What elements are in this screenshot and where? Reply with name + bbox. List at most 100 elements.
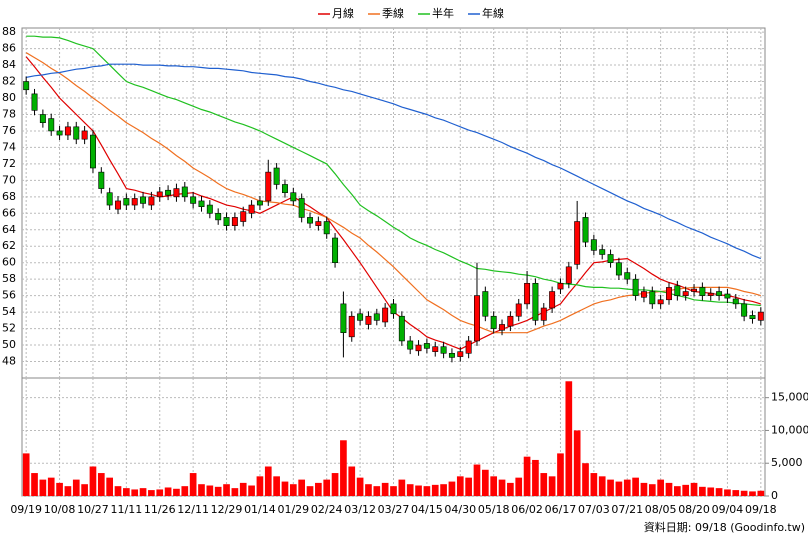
volume-bar [97, 473, 105, 496]
volume-bar [348, 466, 356, 496]
volume-bar [640, 482, 648, 496]
candle-body [490, 315, 497, 329]
volume-bar [648, 484, 656, 496]
volume-bar [523, 456, 531, 496]
x-tick-label: 05/18 [478, 503, 510, 516]
candle-body [574, 221, 581, 265]
moving-average-line [26, 63, 762, 260]
y-tick-label: 54 [2, 305, 16, 318]
volume-bar [156, 489, 164, 496]
volume-bar [39, 479, 47, 496]
volume-bar [465, 477, 472, 496]
volume-bar [31, 473, 38, 496]
volume-bar [273, 476, 280, 496]
candle-body [181, 186, 188, 198]
legend-label: 月線 [332, 6, 354, 20]
candle-body [323, 221, 330, 235]
x-tick-label: 11/11 [111, 503, 143, 516]
volume-bar [139, 488, 147, 496]
candle-body [457, 351, 464, 357]
volume-bar [490, 476, 498, 496]
legend-label: 半年 [432, 6, 454, 20]
x-tick-label: 03/12 [344, 503, 376, 516]
volume-bar [431, 484, 439, 496]
candle-body [599, 249, 606, 255]
volume-bar [56, 482, 63, 496]
x-tick-label: 02/24 [311, 503, 343, 516]
candle-body [115, 200, 121, 210]
x-tick-label: 11/26 [144, 503, 176, 516]
x-tick-label: 10/27 [77, 503, 109, 516]
volume-bar [223, 484, 230, 496]
volume-bar [715, 488, 723, 496]
volume-bar [148, 490, 155, 496]
candle-body [31, 93, 38, 111]
volume-bar [415, 485, 422, 496]
candle-body [298, 198, 305, 218]
volume-bar [356, 477, 364, 496]
candle-body [198, 200, 205, 208]
x-tick-label: 12/11 [177, 503, 209, 516]
candle-body [398, 315, 405, 342]
candle-body [423, 343, 430, 349]
candle-body [106, 192, 113, 206]
candle-body [440, 346, 447, 354]
candle-body [757, 311, 764, 321]
candle-body [173, 188, 180, 198]
x-tick-label: 12/29 [211, 503, 243, 516]
volume-bar [106, 477, 113, 496]
volume-tick-label: 15,000 [771, 391, 808, 404]
candle-body [749, 315, 756, 320]
volume-bar [398, 479, 406, 496]
volume-bar [323, 479, 331, 496]
candle-body [448, 352, 455, 358]
volume-bar [173, 488, 180, 496]
volume-bar [423, 486, 431, 496]
volume-bar [406, 484, 414, 496]
candle-body [691, 288, 698, 292]
candle-body [156, 191, 163, 198]
x-tick-label: 07/21 [611, 503, 643, 516]
candle-body [307, 217, 313, 224]
volume-bar [707, 487, 715, 496]
x-tick-label: 09/19 [10, 503, 42, 516]
candle-body [724, 293, 731, 299]
volume-bar [248, 485, 255, 496]
volume-bar [231, 488, 239, 496]
y-tick-label: 82 [2, 75, 16, 88]
y-tick-label: 64 [2, 223, 16, 236]
candle-body [123, 198, 130, 206]
y-tick-label: 56 [2, 289, 16, 302]
candle-body [223, 217, 230, 226]
volume-bar [64, 486, 72, 496]
x-tick-label: 09/18 [745, 503, 777, 516]
volume-bar [239, 482, 247, 496]
volume-bar [281, 481, 289, 496]
candle-body [482, 291, 489, 317]
volume-bar [757, 490, 765, 496]
volume-bar [607, 479, 614, 496]
legend-label: 年線 [482, 6, 504, 20]
y-tick-label: 80 [2, 91, 16, 104]
candle-body [131, 198, 138, 206]
x-tick-label: 04/30 [444, 503, 476, 516]
candle-body [39, 114, 46, 124]
volume-bar [298, 479, 306, 496]
candle-body [415, 344, 422, 352]
volume-bar [440, 484, 447, 496]
y-tick-label: 58 [2, 272, 16, 285]
volume-bar [206, 485, 214, 496]
candle-body [474, 295, 480, 342]
candle-body [332, 237, 339, 264]
volume-bar [390, 486, 397, 496]
candle-body [365, 315, 372, 325]
volume-bar [264, 466, 272, 496]
candle-body [73, 126, 80, 140]
volume-bar [573, 430, 581, 496]
volume-bar [515, 477, 523, 496]
volume-bar [699, 486, 706, 496]
volume-bar [682, 484, 690, 496]
candle-body [140, 196, 147, 204]
candle-body [640, 291, 647, 298]
x-tick-label: 07/03 [578, 503, 610, 516]
